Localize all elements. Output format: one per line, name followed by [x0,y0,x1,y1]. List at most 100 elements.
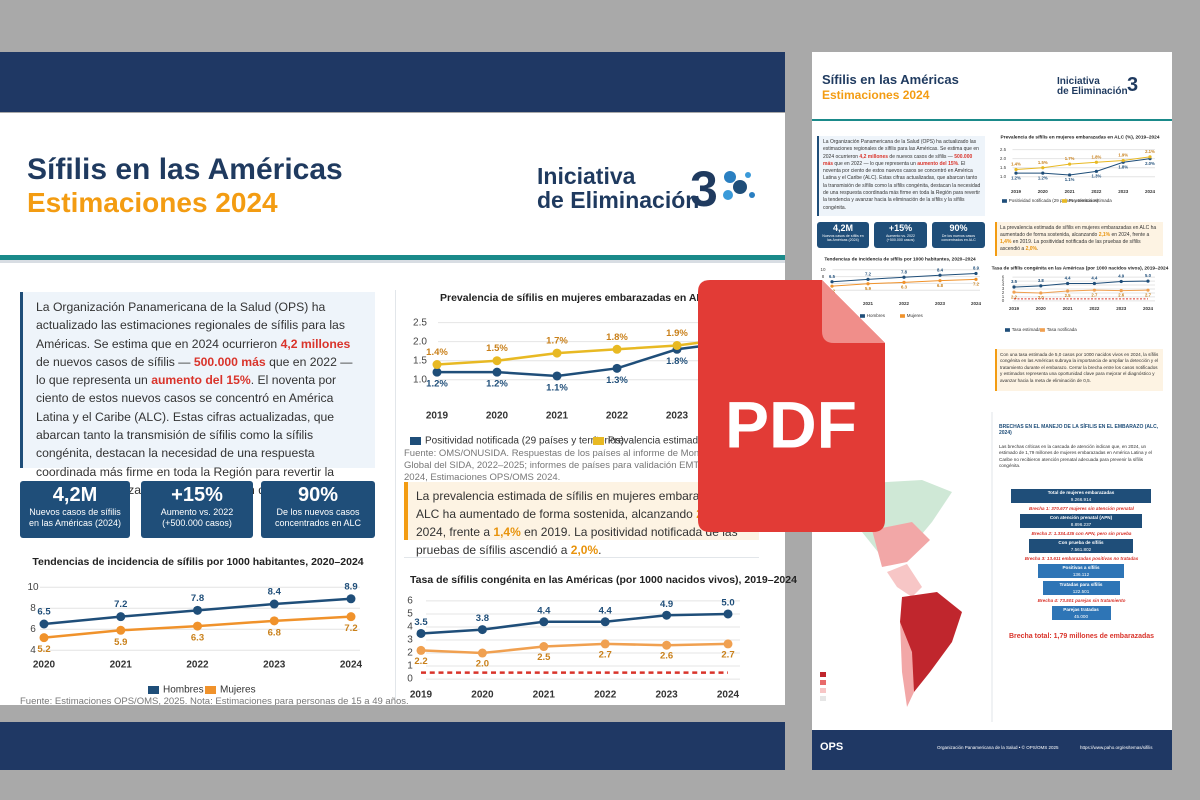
highlight: 1,4% [493,525,521,539]
stat-card: 90% De los nuevos casos concentrados en A… [932,222,985,248]
stat-value: 4,2M [52,484,98,506]
pdf-icon-fold [822,280,885,343]
point [866,277,870,281]
data-label: 6.5 [829,274,836,279]
x-tick-label: 2021 [546,411,569,422]
divider [812,119,1172,121]
y-tick-label: 0 [1002,298,1005,303]
legend-swatch [900,314,905,318]
legend-label: Positividad notificada (29 países y terr… [425,436,624,447]
footer-url: https://www.paho.org/es/temas/sifilis [1080,745,1153,750]
highlight: aumento del 15% [917,160,959,167]
funnel-step: Total de mujeres embarazadas 9.266.914 [1011,489,1151,503]
stat-value: 90% [949,223,968,234]
text-run: en 2019. La positividad notificada de la… [1000,239,1141,252]
funnel-gap: Brecha 3: 13.611 embarazadas positivas n… [1024,556,1139,561]
series-line [420,612,729,635]
logo-line: Iniciativa [537,163,636,189]
funnel-gap: Brecha 4: 73.501 parejas sin tratamiento [1037,598,1126,603]
funnel-value: 122.501 [1072,588,1090,594]
data-label: 5.0 [1145,273,1152,278]
y-tick-label: 2.0 [413,336,427,347]
point [902,280,906,284]
data-label: 1.4% [1011,162,1021,167]
data-label: 4.9 [1118,274,1125,279]
y-tick-label: 3 [1002,286,1005,291]
y-tick-label: 3 [407,635,413,646]
data-label: 2.7 [721,649,734,660]
logo-line: de Eliminación [1057,86,1128,97]
data-label: 4.4 [1065,276,1072,281]
funnel-label: Positivas a sífilis [1062,565,1100,570]
x-tick-label: 2023 [1116,306,1127,311]
y-tick-label: 2.5 [413,317,427,328]
y-tick-label: 2 [1002,290,1005,295]
data-label: 6.3 [901,285,908,290]
x-tick-label: 2022 [186,660,209,671]
data-label: 6.3 [191,633,204,644]
data-label: 2.6 [1118,293,1125,298]
pdf-icon-label: PDF [725,387,857,461]
data-label: 1.3% [606,375,628,386]
legend-swatch [1005,328,1010,332]
data-label: 2.5 [1065,293,1072,298]
point [416,628,426,638]
data-label: 1.7% [546,336,568,347]
stat-card: +15% Aumento vs. 2022 (+500.000 casos) [141,481,253,538]
text-run: . [1036,246,1039,252]
data-label: 8.4 [937,267,944,272]
point [723,639,733,649]
data-label: 2.0 [476,659,489,670]
funnel-label: Con atención prenatal (APN) [1049,515,1113,520]
legend-label: Mujeres [907,313,924,318]
funnel-step: Tratadas para sífilis 122.501 [1042,581,1120,595]
y-tick-label: 2.5 [1000,147,1007,152]
intro: La Organización Panamericana de la Salud… [817,136,985,216]
data-label: 4.4 [1091,276,1098,281]
data-label: 1.2% [486,379,508,390]
top-bar [0,52,785,112]
point [1014,171,1018,175]
x-tick-label: 2020 [471,690,494,701]
data-label: 3.8 [1038,278,1045,283]
point [1146,279,1150,283]
point [432,360,442,370]
data-label: 2.7 [1091,292,1098,297]
data-label: 2.5 [537,652,551,663]
data-label: 1.9% [666,328,688,339]
point [477,648,487,658]
point [1094,169,1098,173]
legend-swatch [148,686,159,694]
point [1092,281,1096,286]
data-label: 7.8 [901,269,908,274]
point [600,617,610,627]
y-tick-label: 4 [1002,282,1005,287]
data-label: 4.4 [537,605,551,616]
point [432,367,442,377]
x-tick-label: 2021 [1065,189,1076,194]
text-run: . El noventa por ciento de estos nuevos … [36,373,337,515]
point [1066,281,1070,286]
point [938,273,942,277]
text-run: de nuevos casos de sífilis — [888,153,955,160]
y-tick-label: 0 [407,674,413,685]
x-tick-label: 2020 [1038,189,1049,194]
point [1041,166,1045,170]
legend-swatch [205,686,216,694]
data-label: 8.9 [973,266,980,271]
point [1119,279,1123,284]
rule [404,557,759,558]
data-label: 4.4 [599,605,613,616]
data-label: 6.5 [37,607,51,618]
point [1119,288,1123,293]
source: Fuente: Estimaciones OPS/OMS, 2025. Nota… [20,696,409,705]
data-label: 5.0 [721,597,734,608]
x-tick-label: 2024 [971,301,982,306]
data-label: 1.8% [1118,164,1128,169]
y-tick-label: 8 [30,603,36,614]
x-tick-label: 2021 [110,660,133,671]
point [1121,158,1125,163]
point [1039,284,1043,288]
point [346,612,356,622]
y-tick-label: 1.0 [413,374,427,385]
